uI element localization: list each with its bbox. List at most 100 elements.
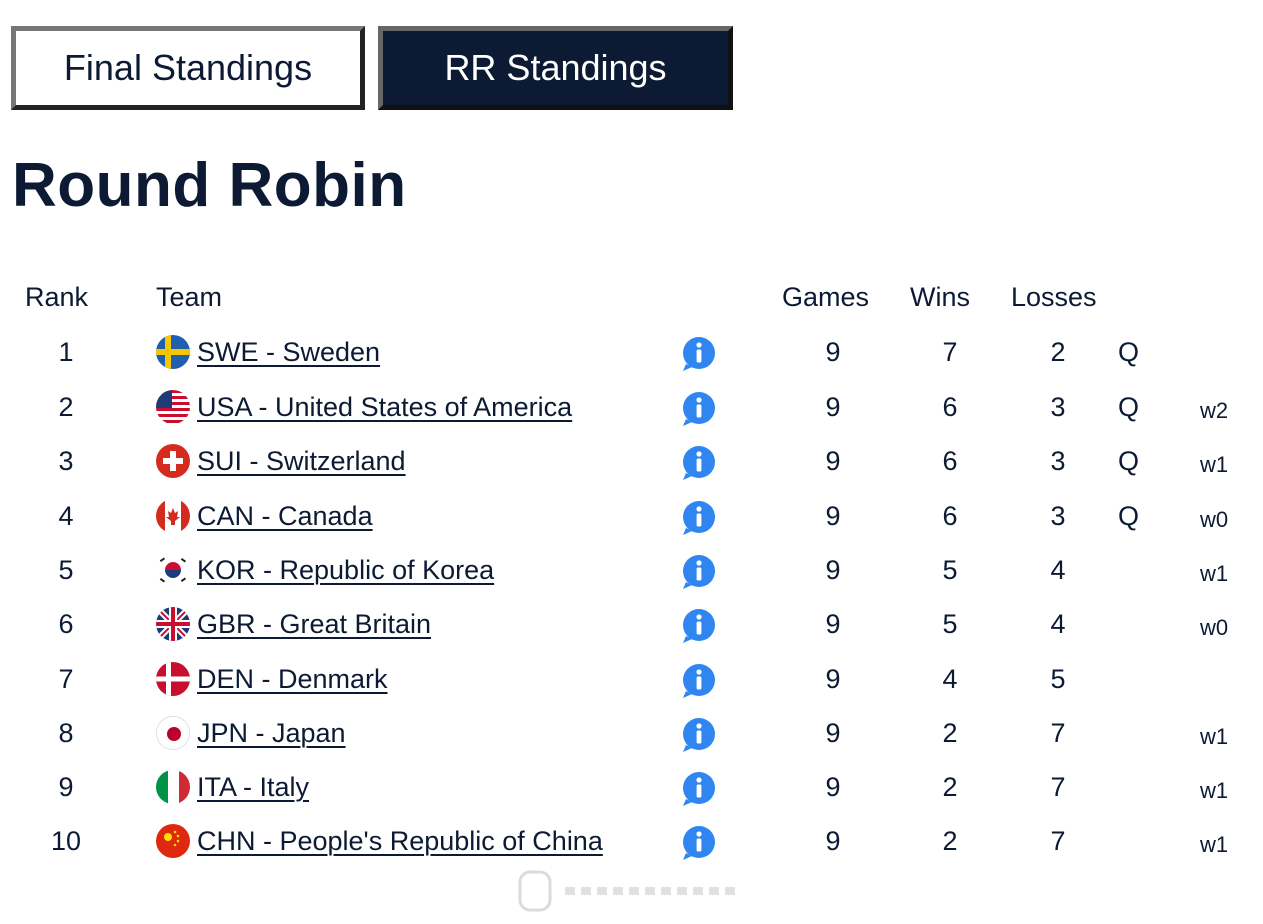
games-cell: 9 bbox=[825, 772, 841, 802]
team-link[interactable]: JPN - Japan bbox=[197, 718, 346, 748]
wins-cell: 2 bbox=[942, 826, 958, 856]
games-cell: 9 bbox=[825, 718, 841, 748]
canada-flag-icon bbox=[156, 499, 190, 533]
tiebreak-note: w1 bbox=[1200, 832, 1229, 857]
italy-flag-icon bbox=[156, 770, 190, 804]
table-row: 4 CAN - Canada 9 6 3 Q w0 bbox=[0, 496, 1263, 550]
losses-cell: 4 bbox=[1050, 555, 1066, 585]
rank-cell: 4 bbox=[58, 501, 74, 531]
table-row: 10 CHN - People's Republic of China 9 2 … bbox=[0, 821, 1263, 875]
wins-cell: 5 bbox=[942, 609, 958, 639]
info-icon[interactable] bbox=[680, 606, 718, 644]
table-row: 1 SWE - Sweden 9 7 2 Q bbox=[0, 332, 1263, 386]
rank-cell: 7 bbox=[58, 664, 74, 694]
losses-cell: 7 bbox=[1050, 826, 1066, 856]
team-link[interactable]: KOR - Republic of Korea bbox=[197, 555, 495, 585]
games-cell: 9 bbox=[825, 609, 841, 639]
wins-cell: 2 bbox=[942, 718, 958, 748]
info-icon[interactable] bbox=[680, 334, 718, 372]
standings-tabs: Final Standings RR Standings bbox=[11, 26, 733, 110]
wins-cell: 6 bbox=[942, 446, 958, 476]
column-header-team: Team bbox=[156, 282, 223, 312]
wins-cell: 5 bbox=[942, 555, 958, 585]
info-icon[interactable] bbox=[680, 661, 718, 699]
tiebreak-note: w1 bbox=[1200, 778, 1229, 803]
rank-cell: 6 bbox=[58, 609, 74, 639]
info-icon[interactable] bbox=[680, 715, 718, 753]
team-link[interactable]: CHN - People's Republic of China bbox=[197, 826, 603, 856]
qualified-marker: Q bbox=[1118, 337, 1140, 367]
page-title: Round Robin bbox=[12, 151, 407, 220]
watermark-logo bbox=[518, 870, 740, 912]
games-cell: 9 bbox=[825, 826, 841, 856]
tab-final-standings[interactable]: Final Standings bbox=[11, 26, 365, 110]
qualified-marker bbox=[1118, 604, 1148, 644]
usa-flag-icon bbox=[156, 390, 190, 424]
qualified-marker bbox=[1118, 767, 1148, 807]
games-cell: 9 bbox=[825, 337, 841, 367]
tiebreak-note bbox=[1200, 663, 1240, 703]
team-link[interactable]: DEN - Denmark bbox=[197, 664, 388, 694]
korea-flag-icon bbox=[156, 553, 190, 587]
column-header-wins: Wins bbox=[910, 282, 970, 312]
table-row: 6 GBR - Great Britain 9 5 4 w0 bbox=[0, 604, 1263, 658]
losses-cell: 7 bbox=[1050, 772, 1066, 802]
team-link[interactable]: CAN - Canada bbox=[197, 501, 373, 531]
denmark-flag-icon bbox=[156, 662, 190, 696]
qualified-marker bbox=[1118, 550, 1148, 590]
rank-cell: 3 bbox=[58, 446, 74, 476]
column-header-losses: Losses bbox=[1011, 282, 1097, 312]
team-link[interactable]: ITA - Italy bbox=[197, 772, 310, 802]
losses-cell: 5 bbox=[1050, 664, 1066, 694]
column-header-games: Games bbox=[782, 282, 870, 312]
info-icon[interactable] bbox=[680, 823, 718, 861]
great-britain-flag-icon bbox=[156, 607, 190, 641]
sweden-flag-icon bbox=[156, 335, 190, 369]
japan-flag-icon bbox=[156, 716, 190, 750]
wins-cell: 6 bbox=[942, 392, 958, 422]
qualified-marker bbox=[1118, 713, 1148, 753]
tiebreak-note: w0 bbox=[1200, 507, 1229, 532]
team-link[interactable]: SUI - Switzerland bbox=[197, 446, 406, 476]
qualified-marker bbox=[1118, 821, 1148, 861]
games-cell: 9 bbox=[825, 392, 841, 422]
tiebreak-note bbox=[1200, 336, 1240, 376]
team-link[interactable]: SWE - Sweden bbox=[197, 337, 381, 367]
tiebreak-note: w1 bbox=[1200, 561, 1229, 586]
games-cell: 9 bbox=[825, 446, 841, 476]
table-row: 8 JPN - Japan 9 2 7 w1 bbox=[0, 713, 1263, 767]
tiebreak-note: w1 bbox=[1200, 724, 1229, 749]
tiebreak-note: w2 bbox=[1200, 398, 1229, 423]
rank-cell: 9 bbox=[58, 772, 74, 802]
info-icon[interactable] bbox=[680, 443, 718, 481]
losses-cell: 7 bbox=[1050, 718, 1066, 748]
china-flag-icon bbox=[156, 824, 190, 858]
wins-cell: 2 bbox=[942, 772, 958, 802]
wins-cell: 4 bbox=[942, 664, 958, 694]
rank-cell: 2 bbox=[58, 392, 74, 422]
info-icon[interactable] bbox=[680, 389, 718, 427]
team-link[interactable]: GBR - Great Britain bbox=[197, 609, 432, 639]
table-row: 3 SUI - Switzerland 9 6 3 Q w1 bbox=[0, 441, 1263, 495]
losses-cell: 4 bbox=[1050, 609, 1066, 639]
tab-rr-standings[interactable]: RR Standings bbox=[378, 26, 733, 110]
info-icon[interactable] bbox=[680, 552, 718, 590]
wins-cell: 6 bbox=[942, 501, 958, 531]
tiebreak-note: w1 bbox=[1200, 452, 1229, 477]
table-row: 2 USA - United States of America 9 6 3 Q… bbox=[0, 387, 1263, 441]
losses-cell: 3 bbox=[1050, 501, 1066, 531]
qualified-marker: Q bbox=[1118, 501, 1140, 531]
rank-cell: 1 bbox=[58, 337, 74, 367]
games-cell: 9 bbox=[825, 664, 841, 694]
switzerland-flag-icon bbox=[156, 444, 190, 478]
team-link[interactable]: USA - United States of America bbox=[197, 392, 573, 422]
qualified-marker: Q bbox=[1118, 446, 1140, 476]
games-cell: 9 bbox=[825, 555, 841, 585]
wins-cell: 7 bbox=[942, 337, 958, 367]
rank-cell: 5 bbox=[58, 555, 74, 585]
info-icon[interactable] bbox=[680, 769, 718, 807]
losses-cell: 3 bbox=[1050, 446, 1066, 476]
losses-cell: 3 bbox=[1050, 392, 1066, 422]
info-icon[interactable] bbox=[680, 498, 718, 536]
table-row: 9 ITA - Italy 9 2 7 w1 bbox=[0, 767, 1263, 821]
